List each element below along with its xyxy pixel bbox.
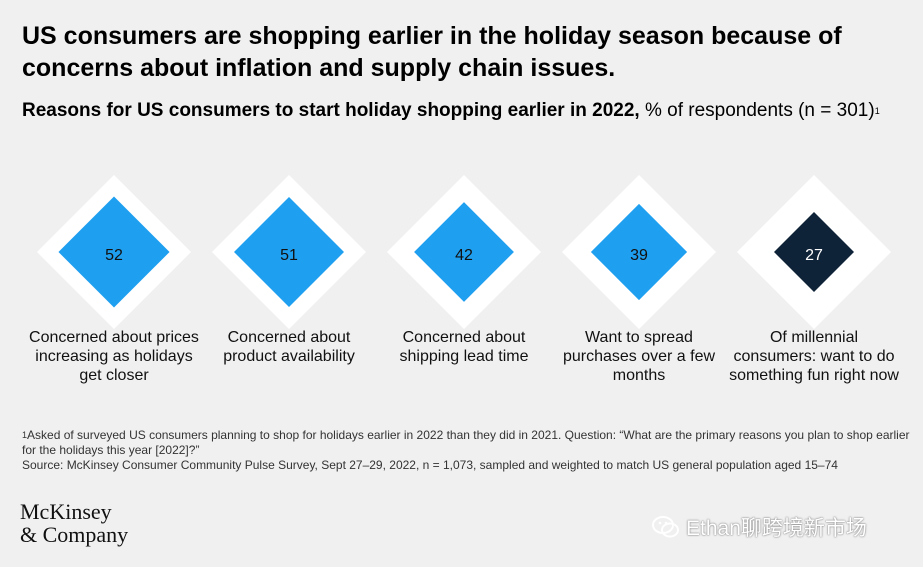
category-label: Concerned about shipping lead time [399,329,529,365]
subtitle-regular: % of respondents (n = 301) [639,100,875,121]
watermark-text: Ethan聊跨境新市场 [686,517,867,540]
value-label: 42 [455,247,473,264]
chart-title: US consumers are shopping earlier in the… [22,22,842,82]
value-label: 39 [630,247,648,264]
mckinsey-logo: McKinsey & Company [20,500,128,546]
category-label: Concerned about product availability [223,329,355,365]
diamond-chart: 52 Concerned about prices increasing as h… [0,140,923,410]
value-label: 51 [280,247,298,264]
footnote-question: 1Asked of surveyed US consumers planning… [22,428,912,458]
category-label: Concerned about prices increasing as hol… [29,329,199,384]
subtitle-footnote-mark: 1 [874,106,880,116]
subtitle-bold: Reasons for US consumers to start holida… [22,100,640,121]
diamond-bar [234,197,344,307]
diamond-chart-svg [37,175,891,329]
chart-subtitle: Reasons for US consumers to start holida… [22,99,912,123]
category-label: Of millennial consumers: want to do some… [729,329,899,384]
logo-line-1: McKinsey [20,499,112,524]
footnote-text: Asked of surveyed US consumers planning … [22,428,910,457]
value-label: 27 [805,247,823,264]
value-label: 52 [105,247,123,264]
watermark: Ethan聊跨境新市场 [652,512,867,542]
footnote: 1Asked of surveyed US consumers planning… [22,428,912,473]
footnote-mark: 1 [22,430,28,440]
footnote-source: Source: McKinsey Consumer Community Puls… [22,458,838,472]
diamond-bar [773,211,855,293]
diamond-bar [590,203,688,301]
logo-line-2: & Company [20,522,129,547]
category-label: Want to spread purchases over a few mont… [562,329,716,384]
wechat-icon [652,515,680,539]
